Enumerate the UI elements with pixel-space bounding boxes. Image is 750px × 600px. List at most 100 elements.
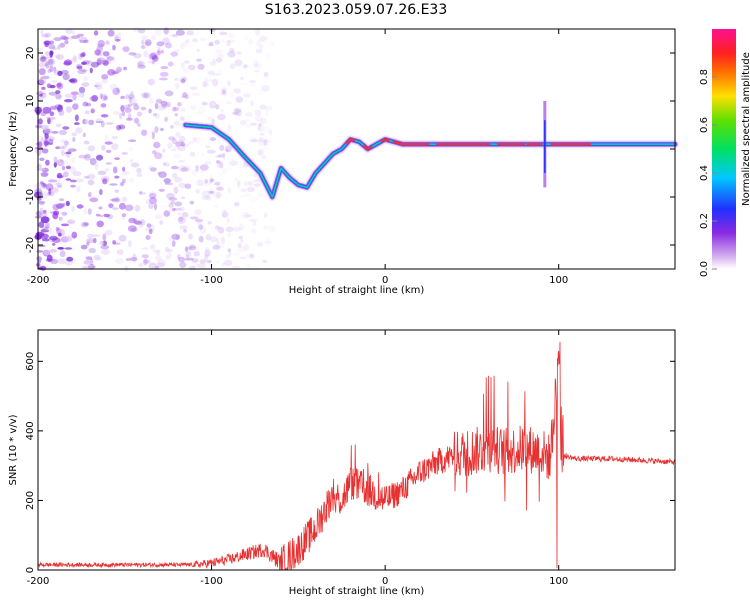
noise-blob xyxy=(254,109,262,116)
noise-blob xyxy=(162,148,166,153)
noise-blob xyxy=(191,258,199,263)
noise-blob xyxy=(51,187,59,193)
noise-blob xyxy=(232,49,236,53)
noise-blob xyxy=(138,191,147,195)
noise-blob xyxy=(265,106,273,111)
noise-blob xyxy=(149,196,157,205)
noise-blob xyxy=(132,253,137,260)
noise-blob xyxy=(99,240,104,246)
noise-blob xyxy=(171,33,179,38)
noise-blob xyxy=(165,101,172,108)
noise-blob xyxy=(124,107,132,113)
noise-blob xyxy=(58,202,65,209)
noise-blob xyxy=(173,106,180,112)
noise-blob xyxy=(62,73,70,81)
noise-blob xyxy=(132,260,137,263)
noise-blob xyxy=(159,220,164,225)
noise-blob xyxy=(180,167,189,172)
noise-blob xyxy=(216,57,223,63)
noise-blob xyxy=(134,105,140,111)
noise-blob xyxy=(193,251,200,257)
noise-blob xyxy=(120,181,125,187)
noise-blob xyxy=(148,97,154,105)
noise-blob xyxy=(44,32,51,38)
noise-blob xyxy=(145,199,150,205)
noise-blob xyxy=(174,49,180,52)
colorbar-tick-label: 0.4 xyxy=(699,165,710,181)
noise-blob xyxy=(49,40,55,45)
noise-blob xyxy=(80,69,88,72)
noise-blob xyxy=(143,259,151,264)
noise-blob xyxy=(253,183,261,187)
noise-blob xyxy=(160,49,164,54)
noise-blob xyxy=(141,92,149,99)
noise-blob xyxy=(255,150,262,156)
noise-blob xyxy=(217,69,223,73)
x-tick-label: -200 xyxy=(27,275,50,286)
noise-blob xyxy=(266,54,271,61)
noise-blob xyxy=(46,83,52,89)
noise-blob xyxy=(63,160,69,164)
noise-blob xyxy=(89,197,99,203)
noise-blob xyxy=(194,218,204,223)
noise-blob xyxy=(228,166,233,170)
noise-blob xyxy=(157,259,166,266)
noise-blob xyxy=(238,235,244,240)
noise-blob xyxy=(49,65,54,73)
noise-blob xyxy=(222,152,226,160)
noise-blob xyxy=(65,28,73,35)
noise-blob xyxy=(130,91,134,95)
noise-blob xyxy=(122,46,130,52)
noise-blob xyxy=(182,165,191,172)
noise-blob xyxy=(171,138,178,144)
noise-blob xyxy=(127,113,132,120)
noise-blob xyxy=(168,136,176,141)
noise-blob xyxy=(89,158,97,166)
noise-blob xyxy=(82,39,89,44)
noise-blob xyxy=(239,223,244,231)
noise-blob xyxy=(151,130,155,135)
noise-blob xyxy=(136,111,143,117)
noise-blob xyxy=(151,54,159,63)
noise-blob xyxy=(64,93,74,99)
noise-blob xyxy=(233,88,241,94)
noise-blob xyxy=(128,96,133,104)
noise-blob xyxy=(259,44,264,50)
noise-blob xyxy=(72,171,82,177)
noise-blob xyxy=(44,222,50,229)
noise-blob xyxy=(197,263,207,269)
noise-blob xyxy=(112,166,118,174)
noise-blob xyxy=(192,38,198,43)
noise-blob xyxy=(225,254,231,258)
noise-blob xyxy=(141,35,148,41)
noise-blob xyxy=(175,234,180,241)
noise-blob xyxy=(258,35,268,42)
noise-blob xyxy=(47,68,51,74)
noise-blob xyxy=(146,223,152,228)
noise-blob xyxy=(83,140,90,145)
noise-blob xyxy=(79,53,85,58)
noise-blob xyxy=(163,178,171,184)
noise-blob xyxy=(138,28,146,34)
noise-blob xyxy=(195,136,201,144)
noise-blob xyxy=(137,64,146,69)
snr-frame xyxy=(37,329,676,571)
noise-blob xyxy=(72,137,76,142)
noise-blob xyxy=(173,146,180,149)
noise-blob xyxy=(118,234,127,242)
noise-blob xyxy=(49,111,55,117)
noise-blob xyxy=(62,144,67,150)
noise-blob xyxy=(167,142,173,149)
noise-blob xyxy=(58,216,63,221)
noise-blob xyxy=(168,203,174,208)
noise-blob xyxy=(223,259,233,267)
noise-blob xyxy=(110,70,120,74)
noise-blob xyxy=(57,229,64,233)
noise-blob xyxy=(45,50,50,56)
noise-blob xyxy=(90,61,99,68)
x-tick-label: -100 xyxy=(200,576,223,587)
noise-blob xyxy=(195,112,204,115)
noise-blob xyxy=(48,58,54,65)
noise-blob xyxy=(106,56,115,61)
noise-blob xyxy=(188,64,196,71)
